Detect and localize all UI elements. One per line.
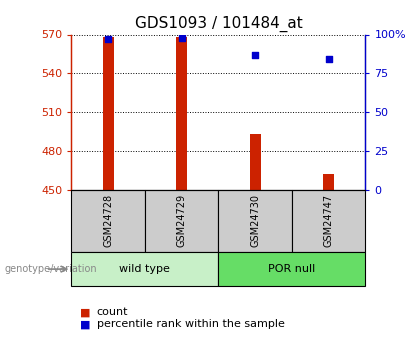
Text: GSM24728: GSM24728	[103, 194, 113, 247]
Bar	[218, 252, 365, 286]
Point	[178, 35, 185, 40]
Text: GSM24747: GSM24747	[324, 194, 333, 247]
Text: wild type: wild type	[119, 264, 171, 274]
Bar	[292, 190, 365, 252]
Text: GSM24729: GSM24729	[177, 194, 186, 247]
Text: ■: ■	[80, 307, 90, 317]
Point	[252, 52, 259, 57]
Bar	[249, 134, 261, 190]
Text: ■: ■	[80, 319, 90, 329]
Bar	[71, 252, 218, 286]
Bar	[145, 190, 218, 252]
Text: count: count	[97, 307, 128, 317]
Text: GSM24730: GSM24730	[250, 194, 260, 247]
Bar	[218, 190, 292, 252]
Point	[326, 57, 332, 62]
Title: GDS1093 / 101484_at: GDS1093 / 101484_at	[134, 16, 302, 32]
Text: genotype/variation: genotype/variation	[4, 264, 97, 274]
Bar	[71, 190, 145, 252]
Bar	[323, 174, 334, 190]
Point	[105, 37, 112, 42]
Text: percentile rank within the sample: percentile rank within the sample	[97, 319, 284, 329]
Bar	[102, 37, 114, 190]
Text: POR null: POR null	[268, 264, 315, 274]
Bar	[176, 37, 187, 190]
